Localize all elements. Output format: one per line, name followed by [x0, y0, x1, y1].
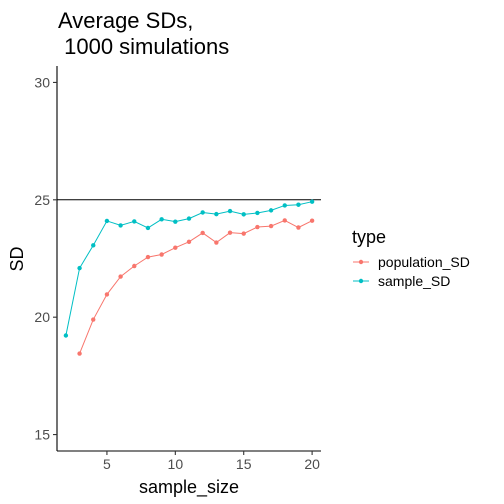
data-point-population_SD: [159, 252, 164, 257]
data-point-population_SD: [173, 245, 178, 250]
y-axis-title: SD: [7, 246, 27, 271]
data-point-population_SD: [282, 218, 287, 223]
data-point-sample_SD: [145, 225, 151, 231]
data-point-population_SD: [91, 317, 96, 322]
data-point-sample_SD: [200, 210, 205, 215]
data-point-sample_SD: [159, 217, 164, 222]
data-point-sample_SD: [296, 202, 301, 207]
data-point-population_SD: [145, 254, 151, 260]
data-point-sample_SD: [214, 211, 219, 217]
legend-title: type: [352, 227, 386, 247]
data-point-sample_SD: [118, 223, 123, 228]
data-point-population_SD: [186, 239, 192, 245]
data-point-population_SD: [255, 224, 260, 230]
data-point-sample_SD: [309, 199, 315, 204]
data-point-sample_SD: [186, 216, 192, 221]
legend-label-sample_SD: sample_SD: [378, 273, 450, 289]
x-tick-label: 5: [103, 456, 111, 472]
data-point-population_SD: [118, 274, 123, 279]
data-point-population_SD: [309, 218, 315, 223]
series-line-population_SD: [79, 219, 313, 354]
series-line-sample_SD: [65, 201, 313, 336]
legend-key-point-population_SD: [358, 259, 364, 265]
x-tick-label: 15: [236, 456, 252, 472]
data-point-population_SD: [268, 223, 274, 229]
data-point-population_SD: [200, 230, 205, 236]
chart-title-line2: 1000 simulations: [58, 34, 229, 59]
y-tick-label: 20: [34, 309, 50, 325]
legend-key-point-sample_SD: [358, 278, 364, 284]
data-point-sample_SD: [282, 203, 287, 208]
legend-label-population_SD: population_SD: [378, 254, 470, 270]
data-point-sample_SD: [91, 243, 96, 248]
data-point-sample_SD: [268, 208, 274, 213]
data-point-population_SD: [227, 230, 233, 235]
data-point-population_SD: [214, 240, 219, 245]
y-tick-label: 25: [34, 192, 50, 208]
data-point-population_SD: [296, 225, 301, 230]
x-tick-label: 20: [304, 456, 320, 472]
legend: type population_SD sample_SD: [352, 227, 470, 289]
data-point-sample_SD: [104, 218, 110, 224]
y-tick-label: 15: [34, 427, 50, 443]
data-point-sample_SD: [77, 265, 82, 271]
chart-title-line1: Average SDs,: [58, 8, 193, 33]
data-point-sample_SD: [173, 219, 178, 224]
data-point-sample_SD: [241, 212, 246, 217]
data-point-population_SD: [132, 263, 137, 269]
x-tick-label: 10: [168, 456, 184, 472]
x-axis-title: sample_size: [139, 477, 239, 498]
data-point-sample_SD: [63, 333, 69, 338]
data-point-sample_SD: [132, 219, 137, 224]
plot-area: 15 20 25 30 5 10 15 20: [34, 66, 321, 472]
data-point-population_SD: [104, 292, 110, 297]
y-tick-label: 30: [34, 74, 50, 90]
data-point-sample_SD: [227, 208, 233, 214]
data-point-sample_SD: [255, 210, 260, 216]
data-point-population_SD: [241, 231, 246, 236]
data-point-population_SD: [77, 351, 82, 356]
